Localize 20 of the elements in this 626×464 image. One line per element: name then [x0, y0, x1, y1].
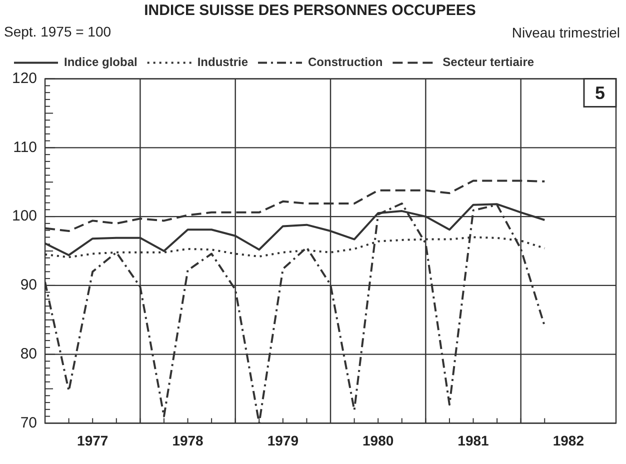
y-tick-label: 90 — [20, 276, 38, 294]
y-tick-label: 70 — [20, 414, 38, 432]
chart-subtitle: Sept. 1975 = 100 — [4, 23, 112, 40]
x-tick-label: 1981 — [458, 432, 490, 448]
y-tick-label: 110 — [13, 138, 38, 156]
x-tick-label: 1980 — [362, 432, 394, 448]
x-tick-label: 1978 — [172, 432, 204, 448]
y-tick-label: 100 — [12, 208, 38, 225]
x-tick-label: 1977 — [77, 432, 108, 448]
x-tick-label: 1979 — [267, 432, 299, 448]
legend-label: Secteur tertiaire — [442, 55, 534, 70]
chart-title: INDICE SUISSE DES PERSONNES OCCUPEES — [144, 2, 476, 20]
legend-label: Indice global — [64, 55, 138, 70]
y-tick-label: 120 — [12, 70, 38, 87]
legend-label: Industrie — [197, 55, 248, 70]
x-tick-label: 1982 — [552, 432, 584, 448]
text: Niveau trimestriel — [512, 24, 620, 40]
y-tick-label: 80 — [20, 345, 38, 362]
legend-label: Construction — [308, 55, 383, 70]
annotation: 5 — [594, 82, 605, 103]
